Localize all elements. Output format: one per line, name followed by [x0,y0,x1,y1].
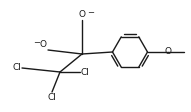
Text: Cl: Cl [48,93,56,102]
Text: O: O [79,10,86,19]
Text: −: − [33,38,40,47]
Text: O: O [40,40,47,49]
Text: −: − [87,8,95,17]
Text: O: O [164,47,172,56]
Text: Cl: Cl [12,64,21,72]
Text: Cl: Cl [81,68,90,76]
